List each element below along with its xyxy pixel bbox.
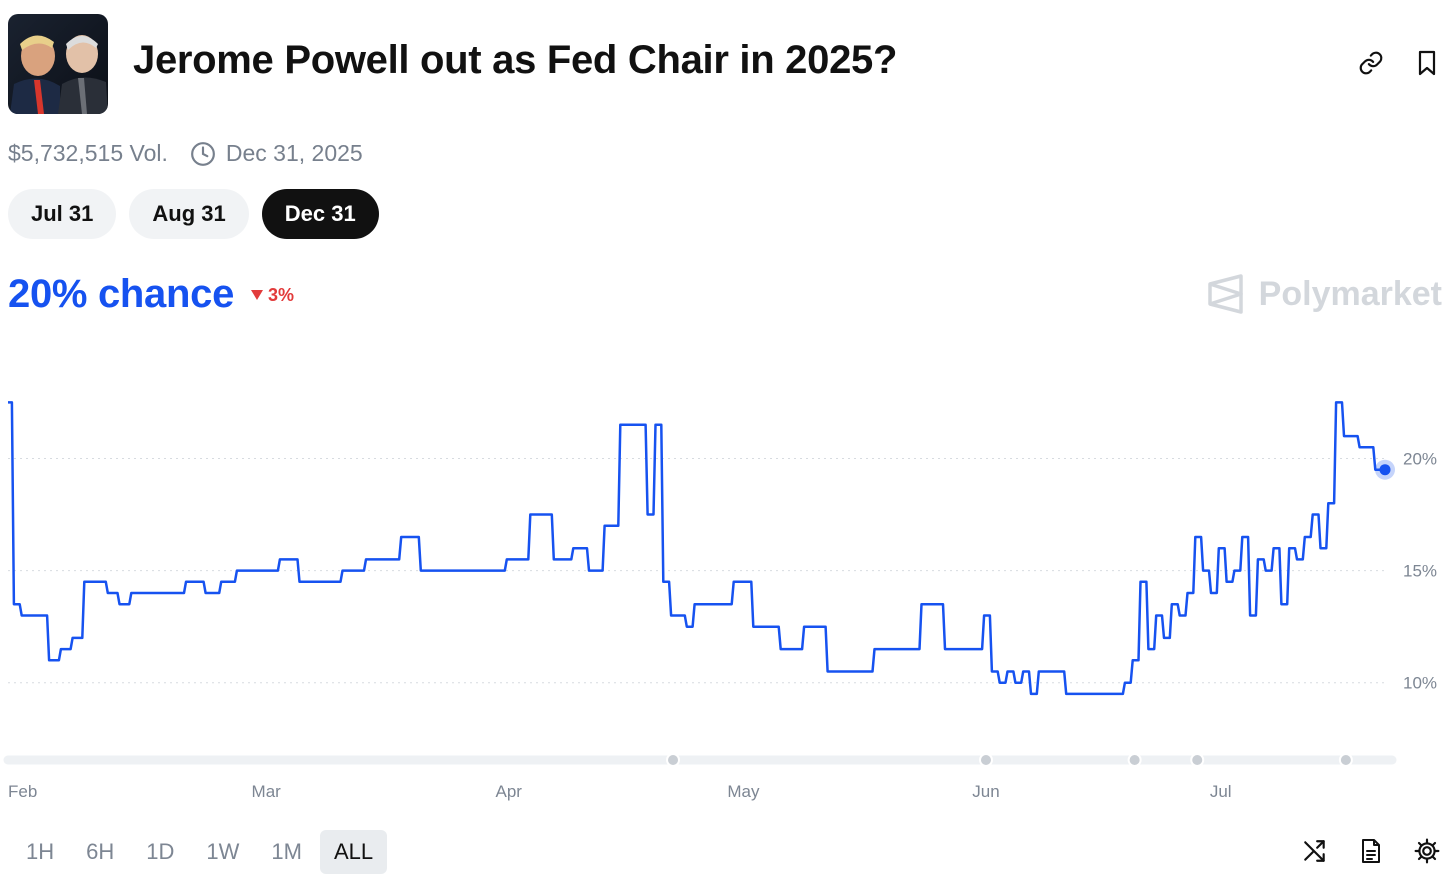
range-1h[interactable]: 1H	[26, 839, 55, 864]
chance-line	[8, 401, 1385, 696]
timeline-marker[interactable]	[666, 753, 681, 767]
timeline-marker[interactable]	[1190, 753, 1205, 767]
document-icon[interactable]	[1356, 836, 1386, 866]
x-tick-label: Apr	[495, 782, 522, 801]
chart-controls	[1300, 836, 1442, 866]
x-tick-label: Mar	[252, 782, 282, 801]
market-title: Jerome Powell out as Fed Chair in 2025?	[133, 38, 898, 82]
timeline-marker[interactable]	[1127, 753, 1142, 767]
y-tick-label: 20%	[1403, 449, 1437, 468]
price-chart[interactable]: 20% 15% 10% Feb Mar Apr May Jun Jul	[0, 380, 1456, 810]
x-tick-label: Jun	[972, 782, 999, 801]
volume-text: $5,732,515 Vol.	[8, 140, 168, 166]
brand-name: Polymarket	[1258, 274, 1442, 313]
range-all[interactable]: ALL	[319, 830, 388, 874]
timeline-marker[interactable]	[1338, 753, 1353, 767]
bookmark-icon[interactable]	[1412, 48, 1442, 78]
market-thumbnail	[8, 14, 108, 114]
gear-icon[interactable]	[1412, 836, 1442, 866]
header-actions	[1356, 48, 1442, 78]
brand-watermark: Polymarket	[1207, 274, 1442, 314]
date-tab-dec-31[interactable]: Dec 31	[261, 189, 379, 239]
clock-icon	[190, 141, 216, 167]
chance-summary: 20% chance 3%	[8, 272, 294, 317]
range-1d[interactable]: 1D	[146, 839, 175, 864]
date-tab-jul-31[interactable]: Jul 31	[8, 189, 117, 239]
x-tick-label: Jul	[1210, 782, 1232, 801]
y-tick-label: 10%	[1403, 674, 1437, 693]
range-1m[interactable]: 1M	[271, 839, 302, 864]
triangle-down-icon	[251, 290, 264, 300]
y-tick-label: 15%	[1403, 562, 1437, 581]
endpoint-dot	[1379, 464, 1391, 476]
range-6h[interactable]: 6H	[86, 839, 115, 864]
x-tick-label: Feb	[8, 782, 37, 801]
polymarket-logo-icon	[1207, 274, 1243, 314]
delta-value: 3%	[268, 284, 295, 305]
time-range-tabs: 1H 6H 1D 1W 1M ALL	[12, 830, 388, 874]
chance-value: 20% chance	[8, 272, 235, 316]
date-tab-aug-31[interactable]: Aug 31	[129, 189, 249, 239]
chance-delta: 3%	[250, 285, 294, 306]
market-meta: $5,732,515 Vol. Dec 31, 2025	[8, 140, 363, 167]
link-icon[interactable]	[1356, 48, 1386, 78]
trump-powell-photo-icon	[8, 14, 108, 114]
range-1w[interactable]: 1W	[206, 839, 240, 864]
end-date-text: Dec 31, 2025	[225, 140, 363, 166]
x-tick-label: May	[727, 782, 760, 801]
shuffle-icon[interactable]	[1300, 836, 1330, 866]
date-tabs: Jul 31 Aug 31 Dec 31	[8, 189, 379, 239]
timeline-marker[interactable]	[978, 753, 993, 767]
